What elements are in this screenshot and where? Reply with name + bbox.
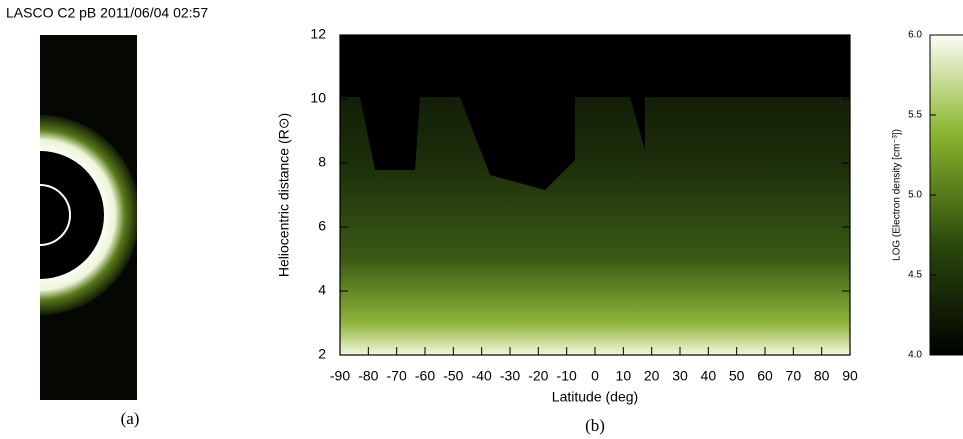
colorbar-tick-label: 6.0 [908,30,922,41]
x-tick-label: 10 [616,368,632,384]
x-tick-label: -10 [557,368,577,384]
x-tick-label: -80 [358,368,378,384]
heatmap [339,34,851,356]
x-tick-label: -90 [330,368,350,384]
y-tick-label: 2 [318,346,326,362]
x-tick-label: 20 [644,368,660,384]
y-tick-label: 6 [318,218,326,234]
y-tick-label: 4 [318,282,326,298]
y-tick-label: 10 [310,90,326,106]
x-tick-label: 80 [814,368,830,384]
x-tick-label: 30 [672,368,688,384]
x-tick-label: 90 [842,368,858,384]
x-tick-label: 60 [757,368,773,384]
x-tick-label: -50 [443,368,463,384]
y-tick-label: 8 [318,154,326,170]
x-tick-label: 50 [729,368,745,384]
colorbar-tick-label: 5.0 [908,190,922,201]
y-tick-label: 12 [310,26,326,42]
x-tick-label: -70 [387,368,407,384]
x-tick-label: -20 [528,368,548,384]
panel-a-title: LASCO C2 pB 2011/06/04 02:57 [6,5,208,21]
y-axis-label: Heliocentric distance (R⊙) [276,113,292,277]
colorbar-tick-label: 5.5 [908,110,922,121]
colorbar-label: LOG (Electron density [cm⁻³]) [892,129,903,261]
x-tick-label: 70 [786,368,802,384]
x-axis-label: Latitude (deg) [552,389,638,405]
x-tick-label: -30 [500,368,520,384]
x-tick-label: 0 [591,368,599,384]
x-tick-label: -40 [472,368,492,384]
panel-b-caption: (b) [585,416,605,435]
x-tick-label: 40 [701,368,717,384]
colorbar-tick-label: 4.5 [908,270,922,281]
colorbar-tick-label: 4.0 [908,350,922,361]
panel-a-caption: (a) [121,409,140,428]
x-tick-label: -60 [415,368,435,384]
coronagraph-image [40,35,137,400]
